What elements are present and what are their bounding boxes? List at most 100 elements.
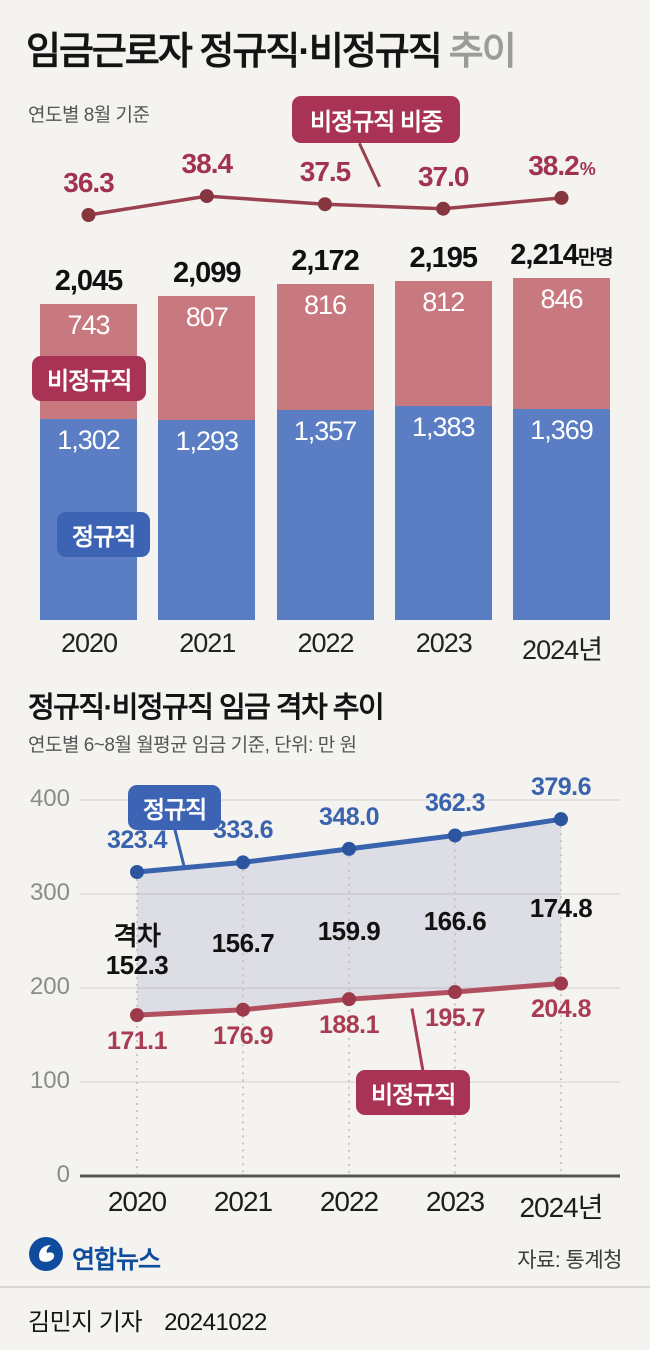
ratio-point — [554, 190, 569, 205]
reporter-name: 김민지 기자 — [28, 1309, 143, 1336]
bar-value-nonregular: 807 — [185, 301, 229, 332]
x-axis-label: 2021 — [213, 1186, 273, 1217]
bar-segment-regular: 1,293 — [158, 420, 256, 620]
x-axis-label: 2024년 — [519, 1192, 603, 1223]
data-point — [554, 812, 568, 827]
bar-column: 2,214만명 846 1,369 — [510, 239, 614, 620]
nonregular-share-badge: 비정규직 비중 — [292, 96, 461, 143]
x-axis-label: 2023 — [425, 1186, 485, 1217]
bar-value-nonregular: 846 — [540, 283, 583, 314]
bar-total-label: 2,214만명 — [510, 238, 613, 271]
wage-chart-note: 연도별 6~8월 월평균 임금 기준, 단위: 만 원 — [28, 735, 357, 756]
bar-segment-nonregular: 846 — [513, 277, 610, 409]
bar-segment-regular: 1,357 — [276, 410, 374, 620]
regular-value-label: 348.0 — [318, 802, 380, 831]
y-axis-label: 0 — [56, 1161, 70, 1188]
logo-text: 연합뉴스 — [72, 1246, 161, 1274]
y-axis-label: 100 — [29, 1067, 70, 1094]
page-title: 임금근로자 정규직·비정규직 추이 — [26, 20, 517, 75]
data-point — [130, 865, 144, 880]
nonregular-label-badge: 비정규직 — [32, 356, 147, 401]
article-date: 20241022 — [164, 1309, 267, 1336]
bar-value-regular: 1,302 — [57, 424, 121, 455]
y-axis-label: 200 — [29, 973, 70, 1000]
data-point — [554, 976, 568, 991]
ratio-point — [81, 208, 96, 222]
bar-segment-regular: 1,383 — [394, 406, 492, 620]
wage-line-svg — [80, 799, 620, 1178]
nonregular-value-label: 171.1 — [106, 1027, 168, 1056]
ratio-point — [199, 189, 214, 204]
x-axis-label: 2021 — [179, 628, 236, 658]
bar-total-label: 2,045 — [54, 265, 124, 298]
bar-value-regular: 1,293 — [175, 426, 239, 457]
x-axis-label: 2020 — [60, 628, 118, 658]
ratio-value-label: 37.5 — [299, 156, 351, 188]
x-axis-label: 2023 — [415, 628, 473, 658]
bar-value-regular: 1,383 — [411, 412, 476, 443]
bar-column: 2,172 816 1,357 — [276, 245, 374, 620]
nonregular-value-label: 176.9 — [212, 1021, 274, 1050]
bar-total-label: 2,099 — [172, 256, 242, 289]
ratio-point — [318, 197, 332, 212]
data-point — [236, 855, 250, 870]
data-source: 자료: 통계청 — [517, 1249, 622, 1272]
bar-column: 2,045 743 1,302 — [40, 250, 137, 620]
ratio-value-label: 38.4 — [181, 148, 233, 180]
title-sub: 추이 — [448, 31, 517, 73]
regular-label-badge: 정규직 — [57, 512, 151, 557]
ratio-point — [436, 201, 451, 216]
gap-value-label: 174.8 — [529, 893, 593, 924]
data-point — [448, 828, 462, 843]
gap-value-label: 152.3 — [105, 949, 169, 980]
regular-value-label: 379.6 — [530, 773, 592, 802]
chart-note: 연도별 8월 기준 — [28, 105, 150, 126]
bar-x-axis: 2020 2021 2022 2023 2024년 — [40, 628, 610, 665]
wage-chart-title: 정규직·비정규직 임금 격차 추이 — [28, 692, 385, 724]
data-point — [448, 985, 462, 1000]
nonregular-value-label: 195.7 — [424, 1004, 486, 1033]
ratio-line-svg — [81, 189, 569, 222]
bar-segment-nonregular: 812 — [394, 280, 492, 407]
bar-column: 2,099 807 1,293 — [158, 250, 256, 620]
regular-series-badge: 정규직 — [128, 785, 222, 830]
bar-value-nonregular: 743 — [67, 310, 110, 341]
nonregular-share-line-chart: 36.3 38.4 37.5 37.0 38.2% — [0, 140, 650, 255]
y-axis-label: 400 — [29, 785, 70, 812]
wage-gap-line-chart: 정규직 비정규직 400 300 200 100 0 323.4 333.6 348.0 362… — [0, 770, 650, 1240]
bar-segment-nonregular: 807 — [158, 295, 256, 421]
nonregular-value-label: 188.1 — [318, 1011, 380, 1040]
byline: 김민지 기자 20241022 — [28, 1302, 267, 1337]
bar-segment-nonregular: 816 — [276, 284, 374, 411]
ratio-value-label: 38.2% — [528, 149, 596, 181]
bar-value-nonregular: 816 — [303, 290, 347, 321]
regular-value-label: 362.3 — [424, 789, 486, 818]
gap-value-label: 166.6 — [423, 905, 487, 936]
regular-value-label: 323.4 — [106, 826, 168, 854]
ratio-value-label: 37.0 — [417, 160, 469, 192]
ratio-value-label: 36.3 — [63, 167, 114, 198]
bottom-divider — [0, 1286, 650, 1288]
x-axis-label: 2020 — [107, 1186, 167, 1217]
y-axis-label: 300 — [29, 879, 70, 906]
bar-value-regular: 1,369 — [530, 414, 594, 445]
stacked-bar-chart: 2,045 743 1,302 2,099 807 1,293 2,172 816 1,357 2… — [40, 239, 614, 620]
data-point — [342, 841, 356, 856]
title-main: 임금근로자 정규직·비정규직 — [26, 31, 443, 73]
gap-value-label: 156.7 — [211, 928, 275, 959]
bar-segment-regular: 1,369 — [513, 408, 610, 620]
x-axis-label: 2024년 — [522, 635, 603, 665]
data-point — [342, 992, 356, 1007]
bar-value-regular: 1,357 — [293, 416, 358, 447]
bar-value-nonregular: 812 — [422, 286, 465, 317]
gap-value-label: 159.9 — [317, 916, 381, 947]
yonhap-logo-icon — [29, 1237, 63, 1271]
bar-total-label: 2,195 — [409, 241, 478, 274]
x-axis-label: 2022 — [319, 1186, 379, 1217]
gap-word-label: 격차 — [113, 920, 161, 951]
bar-column: 2,195 812 1,383 — [394, 242, 492, 620]
data-point — [236, 1002, 250, 1017]
bar-total-label: 2,172 — [291, 245, 360, 278]
data-point — [130, 1008, 144, 1023]
regular-value-label: 333.6 — [212, 816, 274, 845]
